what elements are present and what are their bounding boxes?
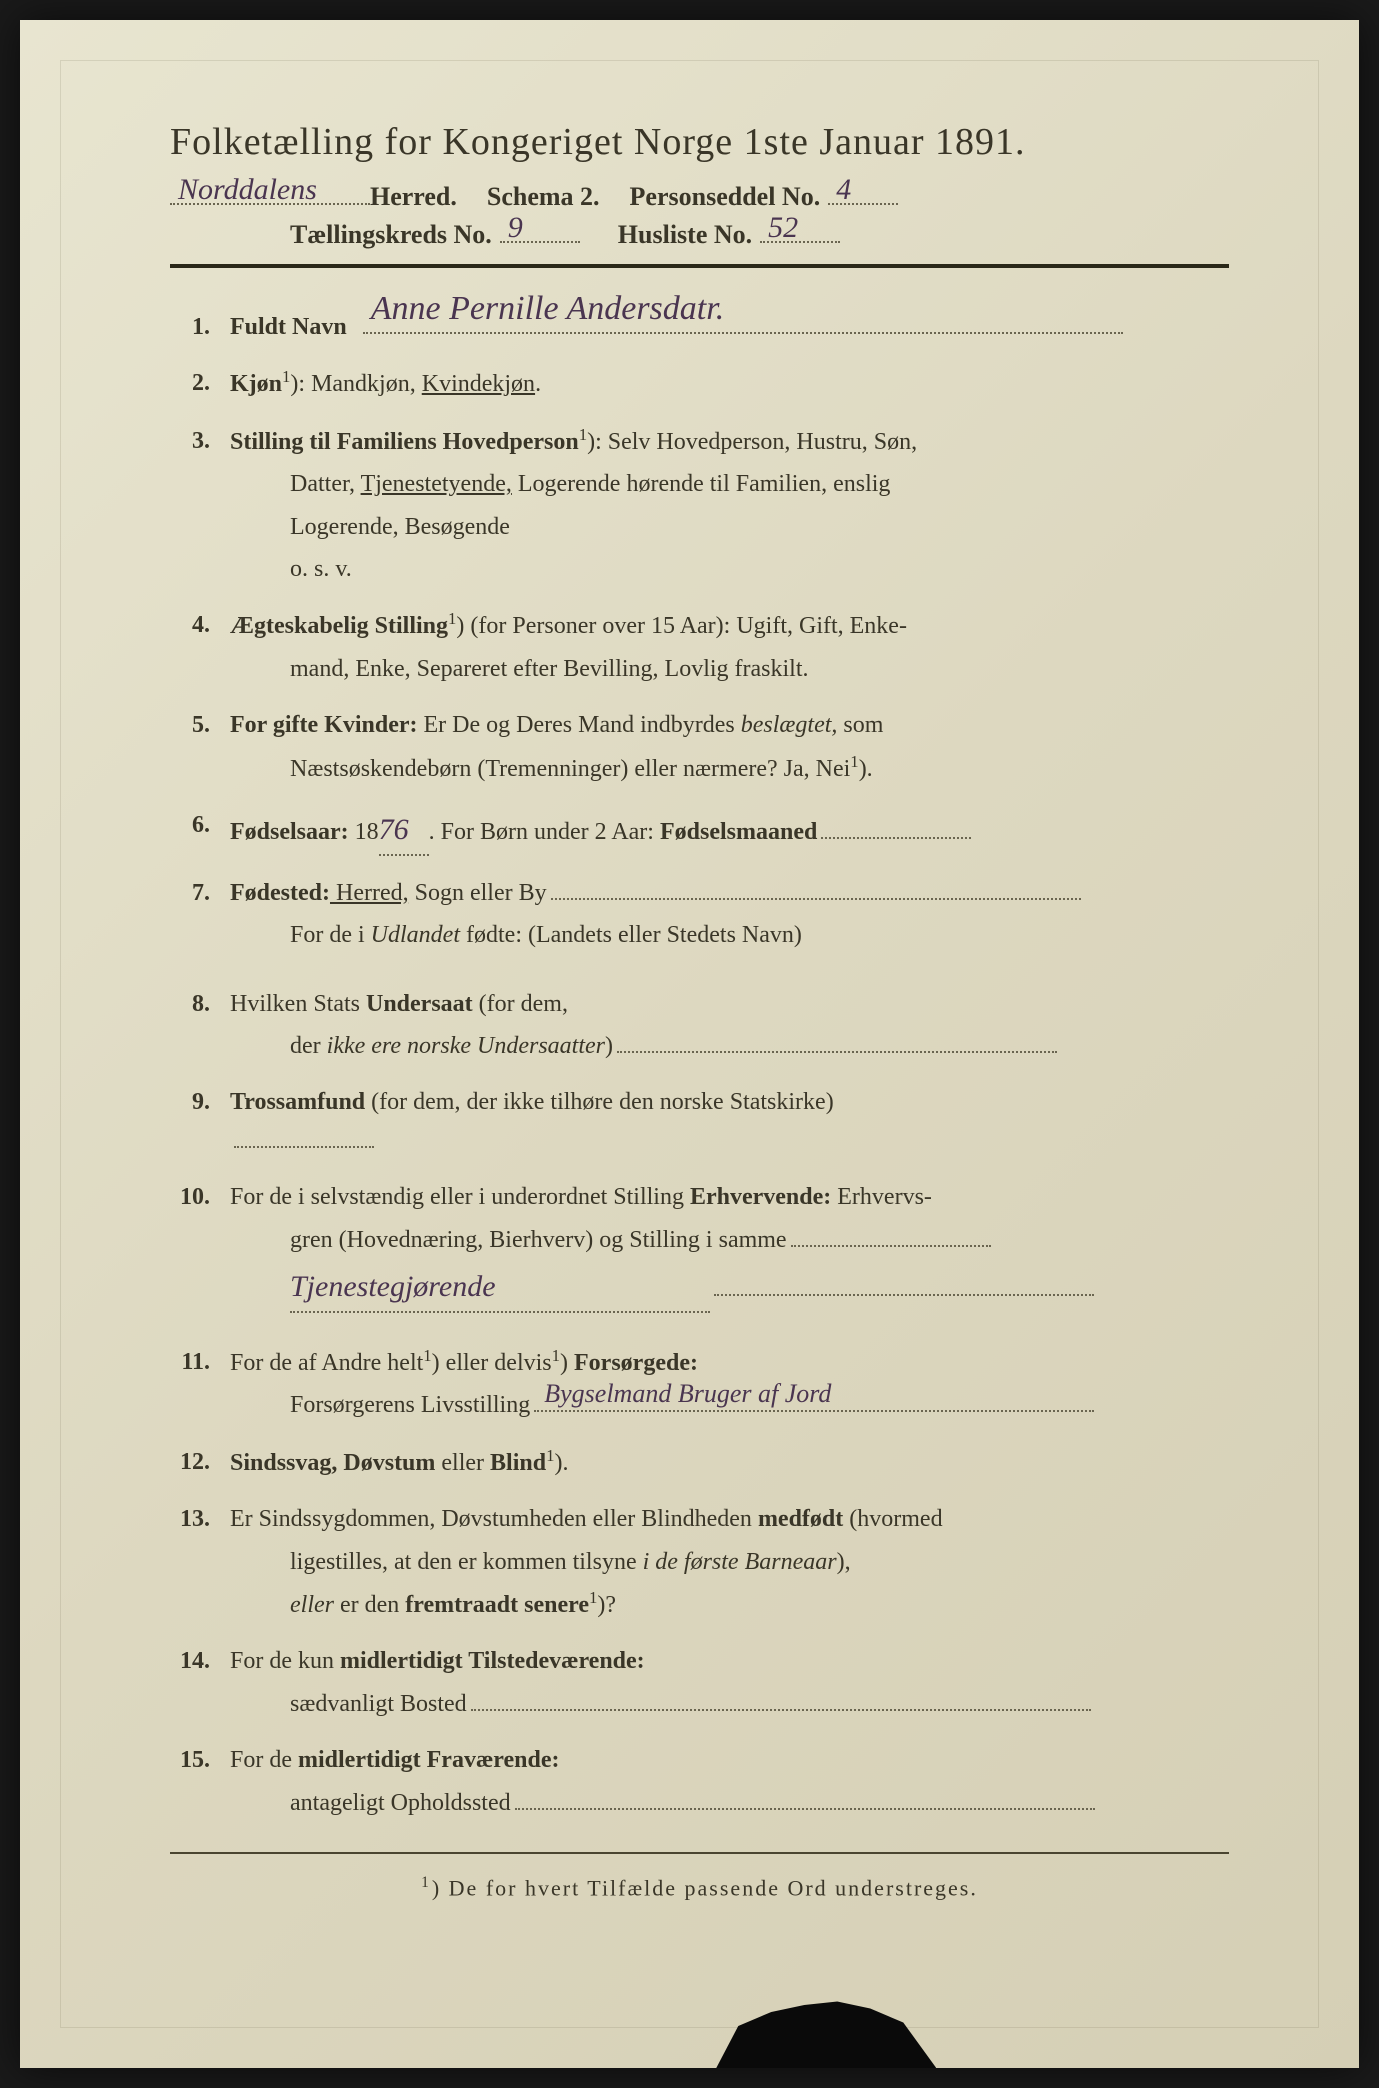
personseddel-label: Personseddel No. — [630, 182, 821, 212]
item-15: 15. For de midlertidigt Fraværende: anta… — [170, 1741, 1229, 1822]
husliste-label: Husliste No. — [618, 220, 752, 250]
header-row-2: Tællingskreds No. 9 Husliste No. 52 — [170, 220, 1229, 250]
item-3: 3. Stilling til Familiens Hovedperson1):… — [170, 422, 1229, 589]
form-items: 1. Fuldt Navn Anne Pernille Andersdatr. … — [170, 308, 1229, 1822]
item-1: 1. Fuldt Navn Anne Pernille Andersdatr. — [170, 308, 1229, 346]
footnote-divider — [170, 1852, 1229, 1854]
husliste-field: 52 — [760, 241, 840, 243]
item-14: 14. For de kun midlertidigt Tilstedevære… — [170, 1642, 1229, 1723]
item-13: 13. Er Sindssygdommen, Døvstumheden elle… — [170, 1500, 1229, 1624]
header-divider — [170, 264, 1229, 268]
herred-label: Herred. — [370, 182, 457, 212]
item-6: 6. Fødselsaar: 1876. For Børn under 2 Aa… — [170, 806, 1229, 856]
item-8: 8. Hvilken Stats Undersaat (for dem, der… — [170, 985, 1229, 1066]
name-field: Anne Pernille Andersdatr. — [363, 332, 1123, 334]
schema-label: Schema 2. — [487, 182, 600, 212]
census-form-page: Folketælling for Kongeriget Norge 1ste J… — [20, 20, 1359, 2068]
item-10: 10. For de i selvstændig eller i underor… — [170, 1178, 1229, 1313]
item-9: 9. Trossamfund (for dem, der ikke tilhør… — [170, 1083, 1229, 1160]
item-7: 7. Fødested: Herred, Sogn eller By For d… — [170, 874, 1229, 955]
header-row-1: Norddalens Herred. Schema 2. Personsedde… — [170, 182, 1229, 212]
form-title: Folketælling for Kongeriget Norge 1ste J… — [170, 120, 1229, 164]
item-2: 2. Kjøn1): Mandkjøn, Kvindekjøn. — [170, 364, 1229, 403]
item-5: 5. For gifte Kvinder: Er De og Deres Man… — [170, 706, 1229, 788]
taellingskreds-label: Tællingskreds No. — [290, 220, 492, 250]
taellingskreds-field: 9 — [500, 241, 580, 243]
item-12: 12. Sindssvag, Døvstum eller Blind1). — [170, 1443, 1229, 1482]
item-4: 4. Ægteskabelig Stilling1) (for Personer… — [170, 606, 1229, 688]
personseddel-field: 4 — [828, 203, 898, 205]
ink-blot-damage — [716, 1998, 936, 2068]
herred-field: Norddalens — [170, 203, 370, 205]
item-11: 11. For de af Andre helt1) eller delvis1… — [170, 1343, 1229, 1425]
footnote: 1) De for hvert Tilfælde passende Ord un… — [170, 1874, 1229, 1901]
